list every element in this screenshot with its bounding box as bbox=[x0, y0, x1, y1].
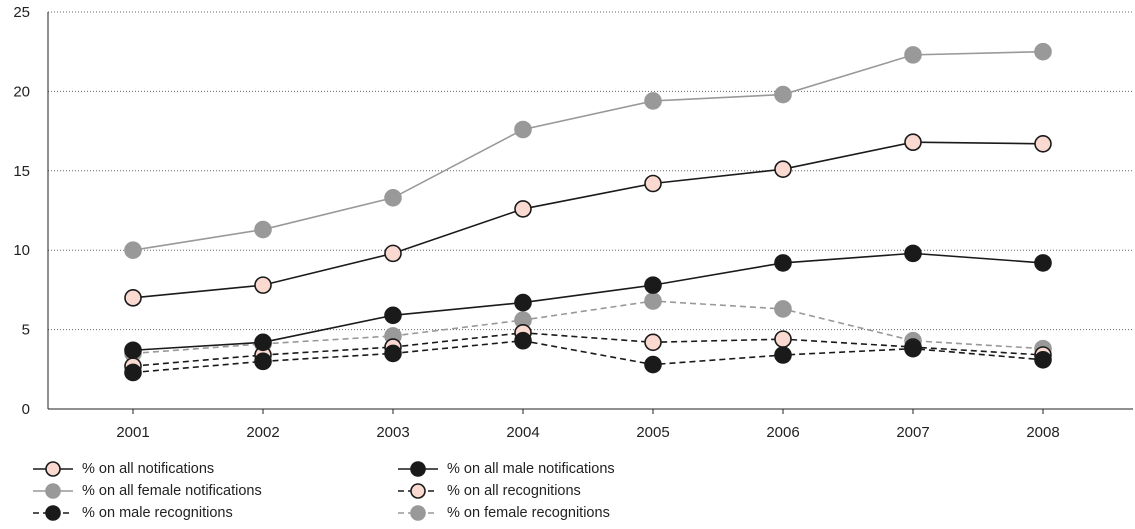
series-line bbox=[132, 141, 1044, 299]
x-tick-label: 2004 bbox=[506, 424, 539, 441]
data-point bbox=[774, 85, 792, 104]
series-2 bbox=[124, 42, 1052, 259]
data-point bbox=[774, 160, 792, 179]
data-point bbox=[774, 254, 792, 272]
series-line bbox=[132, 300, 1044, 355]
line-chart: 0 5 10 15 20 25 2001 2002 2003 2004 2005 2006 2007 20… bbox=[13, 4, 1133, 441]
data-point bbox=[514, 293, 532, 312]
data-point bbox=[514, 120, 532, 139]
legend-swatch bbox=[33, 461, 73, 477]
data-point bbox=[904, 133, 922, 152]
data-point bbox=[254, 220, 272, 239]
legend-swatch bbox=[398, 483, 438, 499]
legend-label: % on male recognitions bbox=[82, 505, 233, 521]
data-point bbox=[644, 92, 662, 110]
series-line bbox=[132, 252, 1044, 352]
legend-label: % on female recognitions bbox=[447, 505, 610, 521]
data-point bbox=[1034, 254, 1052, 272]
legend-label: % on all notifications bbox=[82, 461, 215, 477]
data-point bbox=[514, 331, 532, 350]
x-tick-label: 2008 bbox=[1026, 424, 1059, 441]
series-line bbox=[132, 50, 1044, 251]
data-point bbox=[644, 355, 662, 374]
data-point bbox=[904, 339, 922, 358]
legend: % on all notifications % on all male noti… bbox=[32, 458, 792, 528]
x-tick-label: 2001 bbox=[116, 424, 149, 441]
data-point bbox=[254, 352, 272, 371]
y-tick-label: 5 bbox=[22, 322, 30, 339]
legend-swatch bbox=[398, 461, 438, 477]
series-0 bbox=[124, 133, 1052, 307]
y-tick-label: 25 bbox=[13, 4, 30, 21]
data-point bbox=[1034, 42, 1052, 61]
series-1 bbox=[124, 244, 1052, 360]
data-point bbox=[644, 174, 662, 193]
data-point bbox=[644, 333, 662, 352]
legend-swatch bbox=[33, 483, 73, 499]
data-point bbox=[904, 244, 922, 263]
data-point bbox=[904, 46, 922, 64]
x-tick-label: 2005 bbox=[636, 424, 669, 441]
data-point bbox=[254, 333, 272, 352]
x-tick-label: 2003 bbox=[376, 424, 409, 441]
data-point bbox=[384, 244, 402, 263]
series-line bbox=[132, 339, 1044, 374]
data-point bbox=[124, 341, 142, 360]
data-point bbox=[514, 200, 532, 218]
data-point bbox=[1034, 350, 1052, 369]
data-point bbox=[774, 330, 792, 348]
legend-item: % on female recognitions bbox=[397, 502, 610, 524]
data-point bbox=[384, 344, 402, 363]
data-point bbox=[774, 300, 792, 318]
data-point bbox=[124, 241, 142, 259]
legend-label: % on all recognitions bbox=[447, 483, 581, 499]
legend-item: % on male recognitions bbox=[32, 502, 233, 524]
axes bbox=[47, 12, 1133, 414]
tick-labels: 0 5 10 15 20 25 2001 2002 2003 2004 2005 2006 2007 20… bbox=[13, 4, 1059, 441]
data-point bbox=[254, 276, 272, 294]
x-tick-label: 2007 bbox=[896, 424, 929, 441]
y-tick-label: 0 bbox=[22, 401, 30, 418]
data-point bbox=[124, 363, 142, 382]
data-point bbox=[124, 289, 142, 307]
data-point bbox=[1034, 135, 1052, 153]
data-point bbox=[644, 276, 662, 294]
series-line bbox=[132, 331, 1044, 367]
legend-swatch bbox=[398, 505, 438, 521]
y-tick-label: 10 bbox=[13, 242, 30, 259]
legend-swatch bbox=[33, 505, 73, 521]
legend-item: % on all notifications bbox=[32, 458, 214, 480]
legend-item: % on all female notifications bbox=[32, 480, 262, 502]
series-layer bbox=[124, 42, 1052, 382]
legend-item: % on all male notifications bbox=[397, 458, 615, 480]
x-tick-label: 2006 bbox=[766, 424, 799, 441]
data-point bbox=[644, 292, 662, 310]
data-point bbox=[384, 306, 402, 325]
series-4 bbox=[124, 331, 1052, 382]
gridlines bbox=[48, 11, 1133, 331]
data-point bbox=[774, 346, 792, 364]
x-tick-label: 2002 bbox=[246, 424, 279, 441]
y-tick-label: 20 bbox=[13, 83, 30, 100]
legend-item: % on all recognitions bbox=[397, 480, 581, 502]
legend-label: % on all female notifications bbox=[82, 483, 262, 499]
y-tick-label: 15 bbox=[13, 163, 30, 180]
legend-label: % on all male notifications bbox=[447, 461, 615, 477]
data-point bbox=[384, 188, 402, 207]
